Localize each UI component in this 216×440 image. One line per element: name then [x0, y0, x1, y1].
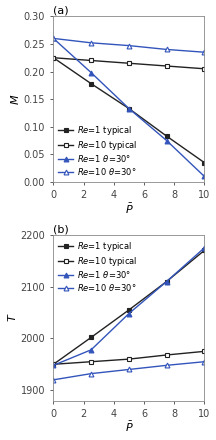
$\mathit{Re}$=1 typical [165, 279, 168, 284]
Legend: $\mathit{Re}$=1 typical, $\mathit{Re}$=10 typical, $\mathit{Re}$=1 $\theta$=30°,: $\mathit{Re}$=1 typical, $\mathit{Re}$=1… [56, 121, 140, 180]
$\mathit{Re}$=10 typical [165, 352, 168, 358]
Line: $\mathit{Re}$=1 typical: $\mathit{Re}$=1 typical [51, 55, 207, 165]
X-axis label: $\bar{P}$: $\bar{P}$ [125, 202, 133, 216]
$\mathit{Re}$=10 typical [90, 359, 92, 364]
$\mathit{Re}$=1 typical [165, 133, 168, 139]
$\mathit{Re}$=10 $\theta$=30° [165, 363, 168, 368]
$\mathit{Re}$=10 $\theta$=30° [165, 47, 168, 52]
Y-axis label: $\mathit{T}$: $\mathit{T}$ [6, 313, 17, 323]
X-axis label: $\bar{P}$: $\bar{P}$ [125, 420, 133, 434]
$\mathit{Re}$=1 $\theta$=30° [165, 279, 168, 284]
Line: $\mathit{Re}$=1 typical: $\mathit{Re}$=1 typical [51, 248, 207, 367]
Line: $\mathit{Re}$=10 $\theta$=30°: $\mathit{Re}$=10 $\theta$=30° [51, 359, 207, 382]
$\mathit{Re}$=10 $\theta$=30° [52, 36, 55, 41]
$\mathit{Re}$=1 $\theta$=30° [90, 347, 92, 352]
$\mathit{Re}$=1 typical [203, 248, 206, 253]
$\mathit{Re}$=1 $\theta$=30° [128, 106, 130, 111]
Line: $\mathit{Re}$=10 typical: $\mathit{Re}$=10 typical [51, 349, 207, 367]
Line: $\mathit{Re}$=1 $\theta$=30°: $\mathit{Re}$=1 $\theta$=30° [51, 246, 207, 368]
$\mathit{Re}$=10 typical [203, 349, 206, 354]
$\mathit{Re}$=10 $\theta$=30° [203, 359, 206, 364]
$\mathit{Re}$=10 $\theta$=30° [90, 40, 92, 45]
$\mathit{Re}$=1 $\theta$=30° [203, 174, 206, 179]
$\mathit{Re}$=1 $\theta$=30° [52, 36, 55, 41]
$\mathit{Re}$=10 typical [52, 362, 55, 367]
$\mathit{Re}$=10 typical [52, 55, 55, 60]
Text: (b): (b) [53, 224, 69, 234]
$\mathit{Re}$=10 $\theta$=30° [128, 367, 130, 372]
$\mathit{Re}$=10 typical [165, 63, 168, 69]
$\mathit{Re}$=1 $\theta$=30° [165, 138, 168, 143]
$\mathit{Re}$=10 $\theta$=30° [203, 50, 206, 55]
$\mathit{Re}$=1 typical [203, 160, 206, 165]
$\mathit{Re}$=1 $\theta$=30° [128, 311, 130, 316]
Line: $\mathit{Re}$=10 $\theta$=30°: $\mathit{Re}$=10 $\theta$=30° [51, 36, 207, 55]
$\mathit{Re}$=10 $\theta$=30° [128, 43, 130, 48]
$\mathit{Re}$=10 typical [128, 61, 130, 66]
Text: (a): (a) [53, 6, 69, 15]
Line: $\mathit{Re}$=1 $\theta$=30°: $\mathit{Re}$=1 $\theta$=30° [51, 36, 207, 179]
$\mathit{Re}$=1 $\theta$=30° [52, 363, 55, 368]
$\mathit{Re}$=1 $\theta$=30° [90, 70, 92, 75]
$\mathit{Re}$=1 typical [90, 81, 92, 86]
$\mathit{Re}$=1 $\theta$=30° [203, 245, 206, 250]
$\mathit{Re}$=1 typical [90, 335, 92, 340]
$\mathit{Re}$=10 $\theta$=30° [90, 371, 92, 376]
$\mathit{Re}$=10 typical [203, 66, 206, 71]
$\mathit{Re}$=1 typical [52, 55, 55, 60]
$\mathit{Re}$=10 typical [128, 356, 130, 362]
$\mathit{Re}$=1 typical [52, 362, 55, 367]
Y-axis label: $\mathit{M}$: $\mathit{M}$ [9, 93, 21, 105]
Line: $\mathit{Re}$=10 typical: $\mathit{Re}$=10 typical [51, 55, 207, 71]
$\mathit{Re}$=1 typical [128, 307, 130, 312]
$\mathit{Re}$=10 $\theta$=30° [52, 377, 55, 382]
$\mathit{Re}$=1 typical [128, 106, 130, 111]
$\mathit{Re}$=10 typical [90, 58, 92, 63]
Legend: $\mathit{Re}$=1 typical, $\mathit{Re}$=10 typical, $\mathit{Re}$=1 $\theta$=30°,: $\mathit{Re}$=1 typical, $\mathit{Re}$=1… [56, 238, 140, 295]
